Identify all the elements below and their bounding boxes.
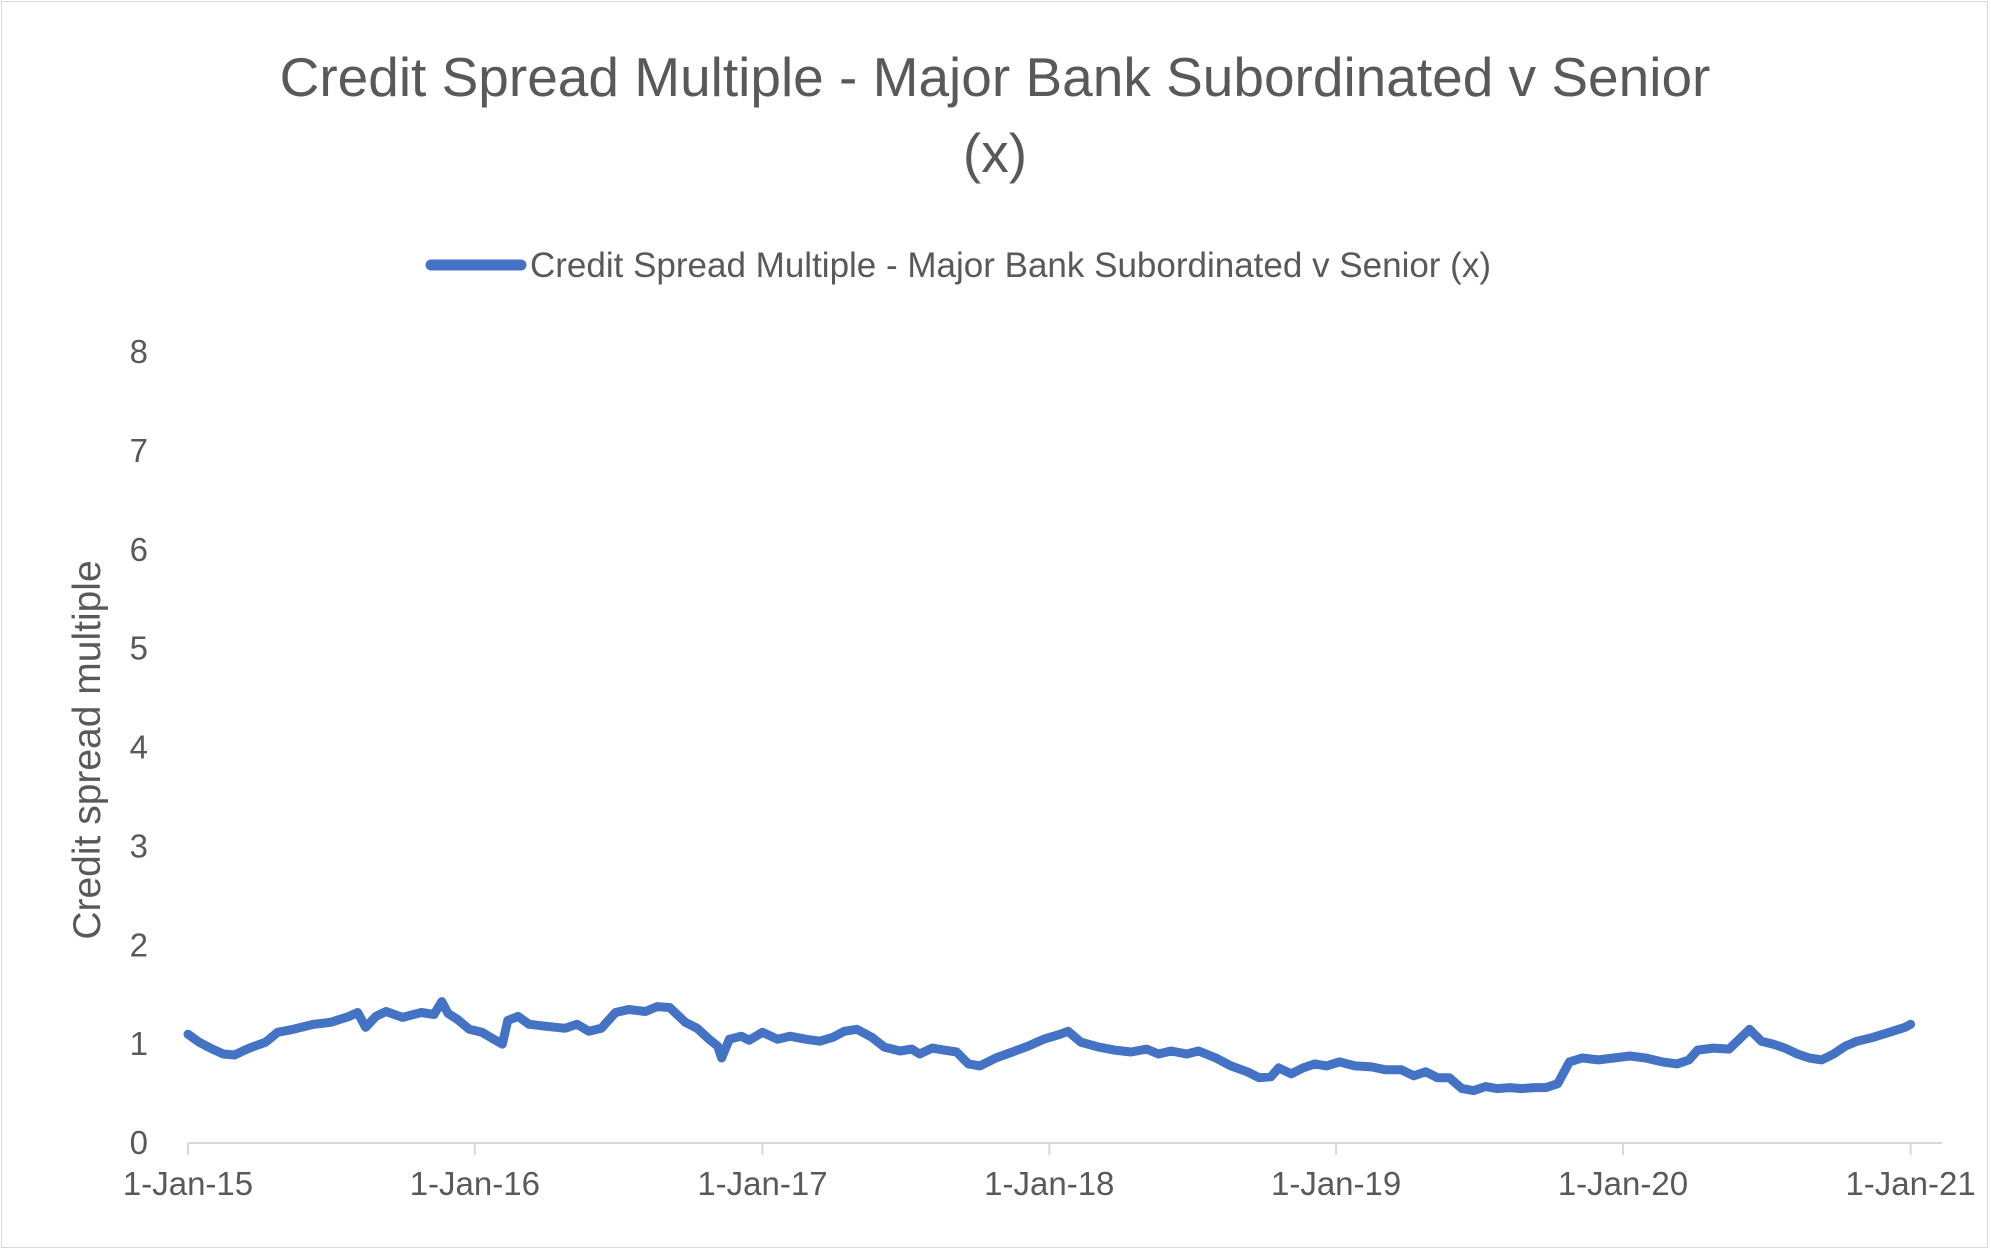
x-tick-label: 1-Jan-21 (1845, 1165, 1975, 1202)
chart-title-line-2: (x) (963, 122, 1027, 184)
y-tick-label: 2 (130, 926, 148, 963)
y-tick-label: 8 (130, 333, 148, 370)
y-tick-label: 6 (130, 531, 148, 568)
x-tick-label: 1-Jan-19 (1271, 1165, 1401, 1202)
y-tick-label: 5 (130, 630, 148, 667)
chart-title: Credit Spread Multiple - Major Bank Subo… (280, 46, 1711, 184)
x-tick-label: 1-Jan-15 (123, 1165, 253, 1202)
y-tick-label: 3 (130, 827, 148, 864)
series-line (183, 997, 1916, 1096)
y-tick-label: 7 (130, 432, 148, 469)
x-tick-label: 1-Jan-17 (697, 1165, 827, 1202)
series-layer (183, 997, 1916, 1096)
x-axis: 1-Jan-15 1-Jan-16 1-Jan-17 1-Jan-18 1-Jan-19… (123, 1142, 1976, 1202)
y-tick-label: 4 (130, 729, 148, 766)
y-tick-label: 0 (130, 1124, 148, 1161)
y-tick-label: 1 (130, 1025, 148, 1062)
legend: Credit Spread Multiple - Major Bank Subo… (425, 246, 1491, 285)
x-tick-label: 1-Jan-18 (984, 1165, 1114, 1202)
y-axis-label: Credit spread multiple (66, 560, 109, 939)
y-axis-ticks: 0 1 2 3 4 5 6 7 8 (130, 333, 148, 1161)
x-tick-label: 1-Jan-20 (1558, 1165, 1688, 1202)
x-tick-label: 1-Jan-16 (410, 1165, 540, 1202)
legend-label: Credit Spread Multiple - Major Bank Subo… (530, 246, 1491, 285)
chart-title-line-1: Credit Spread Multiple - Major Bank Subo… (280, 46, 1711, 108)
